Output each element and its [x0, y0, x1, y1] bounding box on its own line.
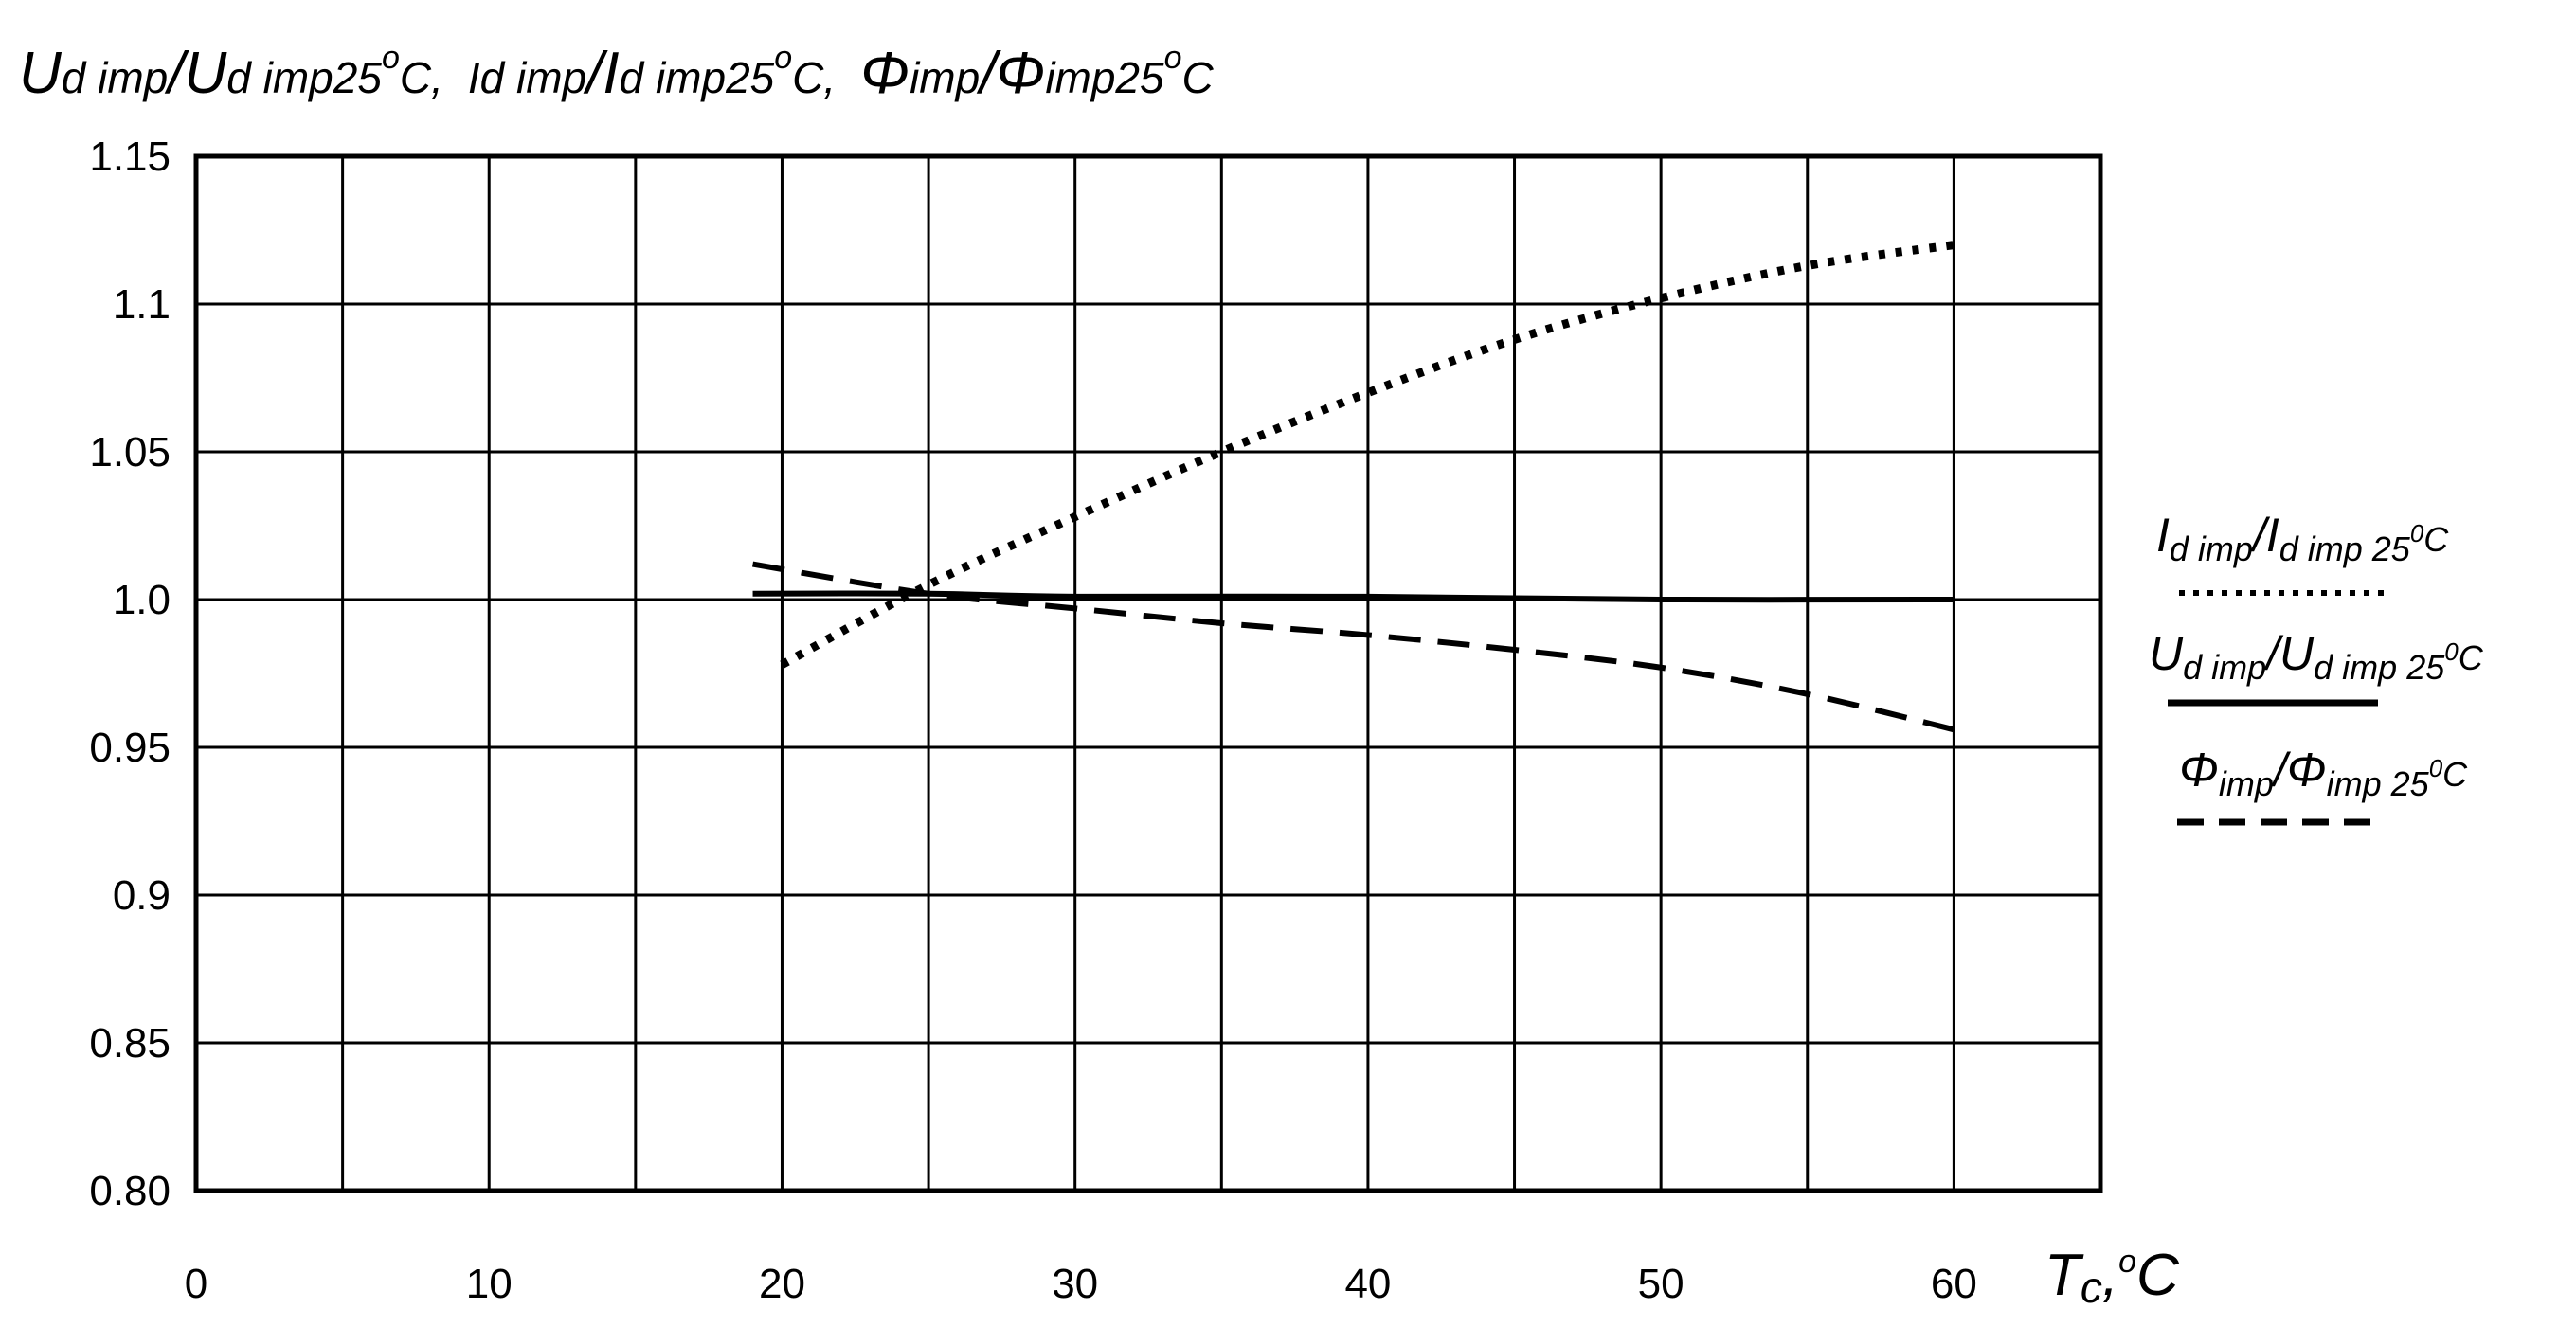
y-tick-label: 0.9 — [113, 872, 171, 919]
legend-label-u: Ud imp/Ud imp 250C — [2149, 627, 2484, 687]
y-tick-label: 1.15 — [89, 134, 171, 180]
series-line-dotted — [780, 241, 1955, 669]
series-line-dashed — [752, 561, 1955, 733]
y-tick-label: 0.80 — [89, 1168, 171, 1214]
y-axis-title: Ud imp/Ud imp25oC, Id imp/Id imp25oC, Φimp… — [19, 40, 1215, 106]
x-tick-labels: 0 10 20 30 40 50 60 — [185, 1261, 1977, 1307]
x-tick-label: 40 — [1344, 1261, 1391, 1307]
x-tick-label: 30 — [1052, 1261, 1098, 1307]
y-tick-label: 0.95 — [89, 725, 171, 771]
series-lines — [752, 241, 1955, 733]
y-tick-label: 1.05 — [89, 429, 171, 475]
x-tick-label: 60 — [1931, 1261, 1977, 1307]
x-tick-label: 50 — [1638, 1261, 1684, 1307]
y-tick-label: 1.0 — [113, 577, 171, 623]
legend: Id imp/Id imp 250C Ud imp/Ud imp 250C Φi… — [2149, 509, 2484, 826]
legend-label-phi: Φimp/Φimp 250C — [2179, 744, 2468, 803]
y-tick-label: 1.1 — [113, 281, 171, 328]
grid — [194, 154, 2102, 1193]
plot-frame — [193, 153, 2103, 1193]
y-tick-label: 0.85 — [89, 1020, 171, 1067]
x-tick-label: 20 — [759, 1261, 805, 1307]
x-tick-label: 10 — [466, 1261, 513, 1307]
y-tick-labels: 0.80 0.85 0.9 0.95 1.0 1.05 1.1 1.15 — [89, 134, 171, 1214]
legend-label-i: Id imp/Id imp 250C — [2156, 509, 2449, 568]
x-axis-title: Tc,oC — [2045, 1243, 2180, 1312]
x-tick-label: 0 — [185, 1261, 207, 1307]
